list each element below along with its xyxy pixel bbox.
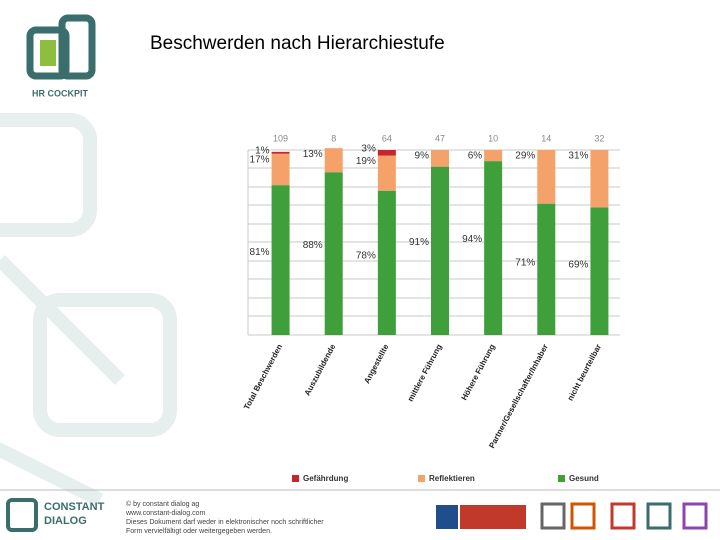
legend-swatch — [558, 475, 565, 482]
count-label: 47 — [435, 133, 445, 143]
bar-segment — [484, 150, 503, 162]
count-label: 109 — [273, 133, 288, 143]
legend-swatch — [292, 475, 299, 482]
count-label: 14 — [541, 133, 551, 143]
bar-segment — [324, 148, 343, 173]
logo-text: HR COCKPIT — [32, 88, 89, 98]
count-label: 8 — [331, 133, 336, 143]
footer-text: Dieses Dokument darf weder in elektronis… — [126, 519, 324, 526]
logo — [26, 14, 96, 80]
legend-label: Gesund — [569, 474, 599, 483]
legend-swatch — [418, 475, 425, 482]
bar-segment — [484, 161, 503, 335]
legend-label: Gefährdung — [303, 474, 348, 483]
footer: CONSTANT DIALOG © by constant dialog ag … — [0, 489, 720, 535]
footer-text: © by constant dialog ag — [126, 500, 199, 508]
bar-segment — [431, 166, 449, 335]
value-label: 1% — [255, 145, 270, 156]
footer-brand: DIALOG — [44, 515, 87, 527]
bar-segment — [537, 150, 556, 204]
value-label: 3% — [361, 144, 376, 155]
value-label: 29% — [515, 151, 535, 162]
value-label: 91% — [409, 237, 429, 248]
bar-segment — [271, 153, 290, 186]
value-label: 94% — [462, 234, 482, 245]
count-label: 32 — [594, 133, 604, 143]
footer-text: Form vervielfältigt oder weitergegeben w… — [126, 528, 272, 535]
bar-segment — [537, 203, 556, 335]
value-label: 71% — [515, 257, 535, 268]
value-label: 81% — [250, 247, 270, 258]
value-label: 69% — [568, 259, 588, 270]
value-label: 9% — [415, 151, 430, 162]
bar-segment — [324, 172, 343, 335]
value-label: 17% — [250, 154, 270, 165]
bar-segment — [271, 185, 290, 335]
value-label: 13% — [303, 149, 323, 160]
bar-segment — [431, 150, 449, 167]
legend-label: Reflektieren — [429, 474, 475, 483]
bar-segment — [590, 207, 609, 335]
footer-text: www.constant-dialog.com — [125, 510, 206, 517]
value-label: 88% — [303, 240, 323, 251]
value-label: 78% — [356, 250, 376, 261]
value-label: 31% — [568, 151, 588, 162]
bar-segment — [590, 150, 609, 208]
footer-brand: CONSTANT — [44, 501, 105, 513]
value-label: 19% — [356, 156, 376, 167]
bar-segment — [271, 151, 290, 154]
bar-segment — [377, 190, 396, 335]
count-label: 10 — [488, 133, 498, 143]
slide-title: Beschwerden nach Hierarchiestufe — [150, 33, 445, 54]
bar-segment — [377, 150, 396, 156]
count-label: 64 — [382, 133, 392, 143]
bar-segment — [377, 155, 396, 191]
value-label: 6% — [468, 151, 483, 162]
